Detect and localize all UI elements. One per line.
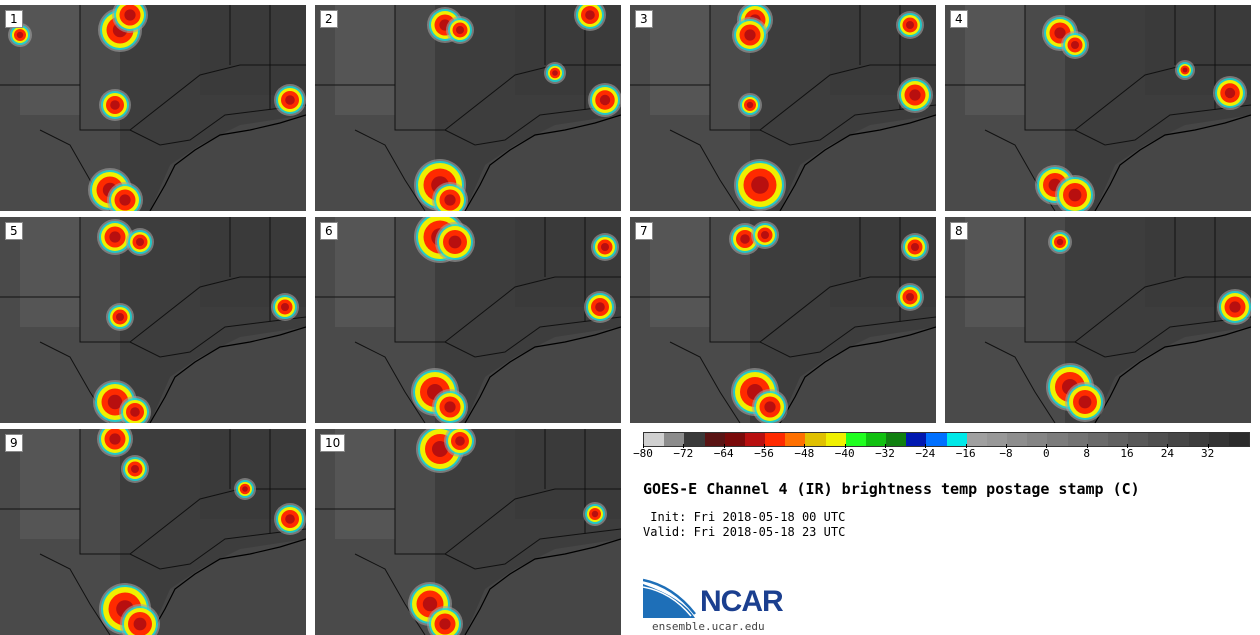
- colorbar-segment: [785, 433, 806, 446]
- colorbar-tick-mark: [885, 444, 886, 448]
- satellite-map: [0, 429, 306, 635]
- colorbar-segment: [1128, 433, 1149, 446]
- satellite-map: [315, 217, 621, 423]
- colorbar-tick-mark: [1046, 444, 1048, 448]
- colorbar-tick-label: −40: [834, 447, 855, 460]
- colorbar-segment: [684, 433, 705, 446]
- colorbar-segment: [1228, 433, 1250, 446]
- colorbar: [643, 432, 1250, 447]
- colorbar-tick-mark: [683, 444, 685, 448]
- colorbar-segment: [986, 433, 1008, 446]
- ncar-logo-icon: [643, 578, 696, 618]
- postage-stamp-panel: 1: [0, 5, 306, 211]
- postage-stamp-panel: 5: [0, 217, 306, 423]
- colorbar-tick-label: −8: [999, 447, 1013, 460]
- panel-number-label: 10: [320, 434, 346, 452]
- colorbar-segment: [805, 433, 826, 446]
- colorbar-tick-label: −32: [875, 447, 895, 460]
- postage-stamp-panel: 6: [315, 217, 621, 423]
- colorbar-tick-label: −72: [673, 447, 694, 460]
- colorbar-segment: [724, 433, 745, 446]
- postage-stamp-panel: 10: [315, 429, 621, 635]
- colorbar-segment: [1087, 433, 1108, 446]
- postage-stamp-panel: 3: [630, 5, 936, 211]
- colorbar-tick-mark: [965, 444, 967, 448]
- colorbar-tick-mark: [643, 444, 644, 448]
- panel-number-label: 1: [5, 10, 23, 28]
- colorbar-segment: [704, 433, 725, 446]
- panel-number-label: 3: [635, 10, 653, 28]
- colorbar-tick-label: 24: [1160, 447, 1174, 460]
- colorbar-segment: [926, 433, 947, 446]
- init-time: Init: Fri 2018-05-18 00 UTC: [643, 510, 846, 524]
- colorbar-tick-label: −80: [633, 447, 653, 460]
- postage-stamp-panel: 7: [630, 217, 936, 423]
- panel-number-label: 8: [950, 222, 968, 240]
- satellite-map: [630, 5, 936, 211]
- satellite-map: [0, 5, 306, 211]
- colorbar-segment: [664, 433, 685, 446]
- colorbar-segment: [825, 433, 846, 446]
- colorbar-tick-mark: [764, 444, 765, 448]
- colorbar-tick-mark: [1127, 444, 1128, 448]
- colorbar-tick-label: −56: [754, 447, 774, 460]
- colorbar-segment: [744, 433, 766, 446]
- colorbar-segment: [906, 433, 927, 446]
- postage-stamp-panel: 4: [945, 5, 1251, 211]
- colorbar-segment: [1148, 433, 1169, 446]
- colorbar-tick-label: −48: [794, 447, 815, 460]
- colorbar-segment: [1027, 433, 1048, 446]
- colorbar-segment: [644, 433, 665, 446]
- valid-time: Valid: Fri 2018-05-18 23 UTC: [643, 525, 846, 539]
- panel-number-label: 5: [5, 222, 23, 240]
- colorbar-segment: [1007, 433, 1028, 446]
- panel-number-label: 7: [635, 222, 653, 240]
- colorbar-tick-mark: [1006, 444, 1007, 448]
- satellite-map: [315, 429, 621, 635]
- colorbar-tick-mark: [1167, 444, 1169, 448]
- colorbar-tick-mark: [1207, 444, 1209, 448]
- panel-number-label: 6: [320, 222, 338, 240]
- colorbar-tick-mark: [844, 444, 846, 448]
- postage-stamp-panel: 8: [945, 217, 1251, 423]
- colorbar-segment: [865, 433, 887, 446]
- colorbar-segment: [845, 433, 866, 446]
- colorbar-tick-label: 8: [1083, 447, 1090, 460]
- colorbar-segment: [1168, 433, 1189, 446]
- colorbar-tick-label: 16: [1120, 447, 1134, 460]
- website-url: ensemble.ucar.edu: [652, 620, 765, 633]
- colorbar-segment: [946, 433, 967, 446]
- panel-number-label: 2: [320, 10, 338, 28]
- colorbar-segment: [1188, 433, 1209, 446]
- satellite-map: [315, 5, 621, 211]
- colorbar-segment: [966, 433, 987, 446]
- colorbar-tick-mark: [723, 444, 725, 448]
- colorbar-segment: [1047, 433, 1068, 446]
- colorbar-tick-mark: [1086, 444, 1088, 448]
- colorbar-segment: [886, 433, 907, 446]
- figure-title: GOES-E Channel 4 (IR) brightness temp po…: [643, 480, 1140, 498]
- colorbar-tick-label: −16: [955, 447, 976, 460]
- colorbar-tick-label: −24: [915, 447, 936, 460]
- colorbar-segment: [1208, 433, 1229, 446]
- colorbar-tick-mark: [925, 444, 927, 448]
- ncar-logo-text: NCAR: [700, 585, 784, 618]
- panel-number-label: 4: [950, 10, 968, 28]
- colorbar-segment: [765, 433, 786, 446]
- colorbar-tick-label: 0: [1043, 447, 1050, 460]
- colorbar-tick-mark: [804, 444, 806, 448]
- satellite-map: [630, 217, 936, 423]
- satellite-map: [945, 5, 1251, 211]
- panel-number-label: 9: [5, 434, 23, 452]
- colorbar-tick-label: −64: [713, 447, 734, 460]
- colorbar-segment: [1067, 433, 1088, 446]
- colorbar-ticks: −80 −72 −64 −56 −48 −40 −32 −24 −16 −8 0 8 16 24 32: [633, 444, 1248, 467]
- satellite-map: [0, 217, 306, 423]
- colorbar-segment: [1107, 433, 1129, 446]
- satellite-map: [945, 217, 1251, 423]
- postage-stamp-panel: 2: [315, 5, 621, 211]
- colorbar-tick-label: 32: [1201, 447, 1215, 460]
- postage-stamp-panel: 9: [0, 429, 306, 635]
